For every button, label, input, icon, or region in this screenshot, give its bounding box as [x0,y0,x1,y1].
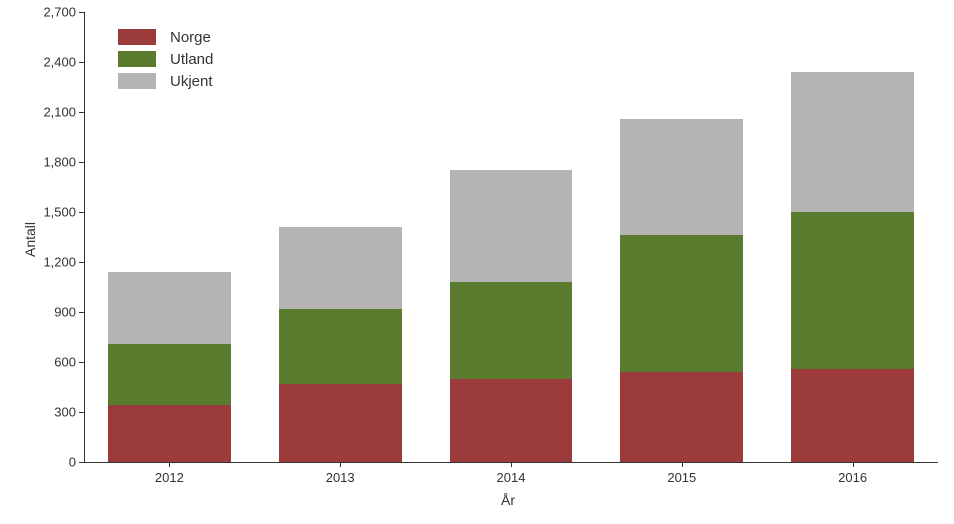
chart-container: 0 300 600 900 1,200 1,500 1,800 2,100 2,400 2,700… [0,0,954,524]
legend-item: Utland [118,48,213,70]
x-tick-label: 2016 [838,470,867,485]
bar-segment [791,369,914,462]
x-tick [169,462,170,467]
bar-segment [279,384,402,462]
y-tick [79,312,84,313]
bar-segment [279,227,402,309]
y-tick-label: 600 [54,355,76,370]
y-tick [79,212,84,213]
x-tick-label: 2013 [326,470,355,485]
y-axis-label: Antall [22,222,38,257]
bar-segment [279,309,402,384]
legend-label: Norge [170,29,211,46]
y-tick-label: 1,800 [43,155,76,170]
bar-segment [450,170,573,282]
x-tick [340,462,341,467]
legend-label: Utland [170,51,213,68]
y-tick [79,362,84,363]
y-tick [79,112,84,113]
legend-item: Norge [118,26,213,48]
y-tick [79,62,84,63]
y-tick [79,262,84,263]
bar-segment [620,119,743,236]
legend-swatch [118,73,156,89]
x-tick [511,462,512,467]
legend-item: Ukjent [118,70,213,92]
bar-segment [620,235,743,372]
legend-label: Ukjent [170,73,213,90]
y-tick-label: 2,700 [43,5,76,20]
legend-swatch [118,29,156,45]
y-tick [79,12,84,13]
bar-segment [450,282,573,379]
y-tick-label: 1,500 [43,205,76,220]
x-tick-label: 2014 [497,470,526,485]
bar-segment [108,344,231,406]
y-tick [79,462,84,463]
bar-segment [791,212,914,369]
y-tick-label: 900 [54,305,76,320]
bar-segment [108,405,231,462]
x-tick-label: 2012 [155,470,184,485]
y-tick [79,162,84,163]
y-tick-label: 2,100 [43,105,76,120]
x-tick-label: 2015 [667,470,696,485]
bar-segment [620,372,743,462]
bar-group [279,12,402,462]
x-tick [682,462,683,467]
y-tick-label: 1,200 [43,255,76,270]
y-axis-line [84,12,85,462]
bar-segment [108,272,231,344]
bar-segment [791,72,914,212]
y-tick [79,412,84,413]
y-tick-label: 0 [69,455,76,470]
bar-group [450,12,573,462]
legend: Norge Utland Ukjent [110,22,221,96]
bar-group [620,12,743,462]
x-tick [853,462,854,467]
y-tick-label: 2,400 [43,55,76,70]
bar-segment [450,379,573,462]
legend-swatch [118,51,156,67]
bar-group [791,12,914,462]
y-tick-label: 300 [54,405,76,420]
x-axis-label: År [501,492,515,508]
